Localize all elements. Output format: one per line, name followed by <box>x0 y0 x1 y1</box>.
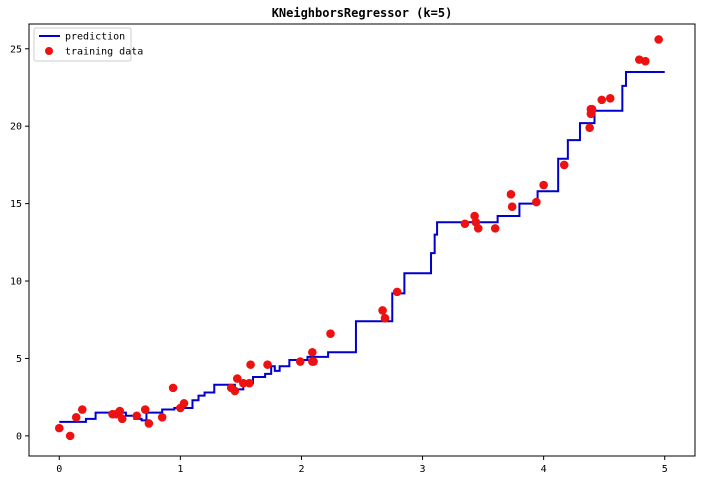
training-point <box>115 406 125 416</box>
training-point <box>641 56 650 66</box>
training-point <box>490 224 500 233</box>
legend: prediction training data <box>33 27 143 62</box>
training-point <box>473 224 483 233</box>
y-tick-label: 15 <box>10 199 22 210</box>
training-point <box>539 180 548 190</box>
training-point <box>179 399 189 408</box>
chart-title: KNeighborsRegressor (k=5) <box>272 6 453 20</box>
x-tick-label: 4 <box>541 464 547 475</box>
y-tick-label: 25 <box>10 44 22 55</box>
training-point <box>532 197 541 207</box>
training-point <box>140 405 150 414</box>
axes-frame <box>28 23 696 457</box>
training-point <box>263 360 272 369</box>
training-point <box>54 423 64 433</box>
training-point <box>239 378 248 388</box>
training-point <box>308 347 317 357</box>
training-point <box>380 313 390 323</box>
training-point <box>605 94 615 103</box>
training-point <box>144 419 154 428</box>
x-tick-label: 3 <box>420 464 426 475</box>
training-point <box>245 378 254 388</box>
legend-prediction-label: prediction <box>65 32 125 43</box>
x-tick-label: 0 <box>56 464 62 475</box>
training-point <box>309 357 318 366</box>
training-point <box>117 414 127 424</box>
training-point <box>585 123 594 133</box>
training-point <box>587 104 597 114</box>
training-point <box>77 405 87 414</box>
y-tick-label: 5 <box>16 354 22 365</box>
legend-training-label: training data <box>65 47 143 58</box>
training-point <box>506 190 516 199</box>
y-tick-label: 10 <box>10 277 22 288</box>
training-point <box>71 412 81 422</box>
training-point <box>230 386 240 396</box>
prediction-line <box>59 71 665 423</box>
plot-area <box>54 35 665 441</box>
x-tick-label: 5 <box>662 464 668 475</box>
training-point <box>460 219 470 229</box>
y-tick-label: 20 <box>10 122 22 133</box>
training-point <box>168 383 178 393</box>
y-tick-label: 0 <box>16 431 22 442</box>
training-point <box>232 374 242 383</box>
training-point <box>157 412 167 422</box>
x-tick-label: 2 <box>298 464 304 475</box>
training-point <box>326 329 335 338</box>
training-point <box>559 160 569 170</box>
axis-ticks: 0 1 2 3 4 5 0 5 10 15 20 25 <box>10 44 668 475</box>
training-point <box>597 95 607 105</box>
training-point <box>654 35 663 44</box>
training-point <box>392 287 402 297</box>
training-point <box>65 431 75 441</box>
training-point <box>295 357 305 366</box>
training-point <box>132 411 142 421</box>
legend-training-swatch <box>45 47 53 55</box>
x-tick-label: 1 <box>177 464 183 475</box>
training-point <box>507 202 517 212</box>
training-point <box>246 360 255 369</box>
training-point <box>378 306 387 315</box>
